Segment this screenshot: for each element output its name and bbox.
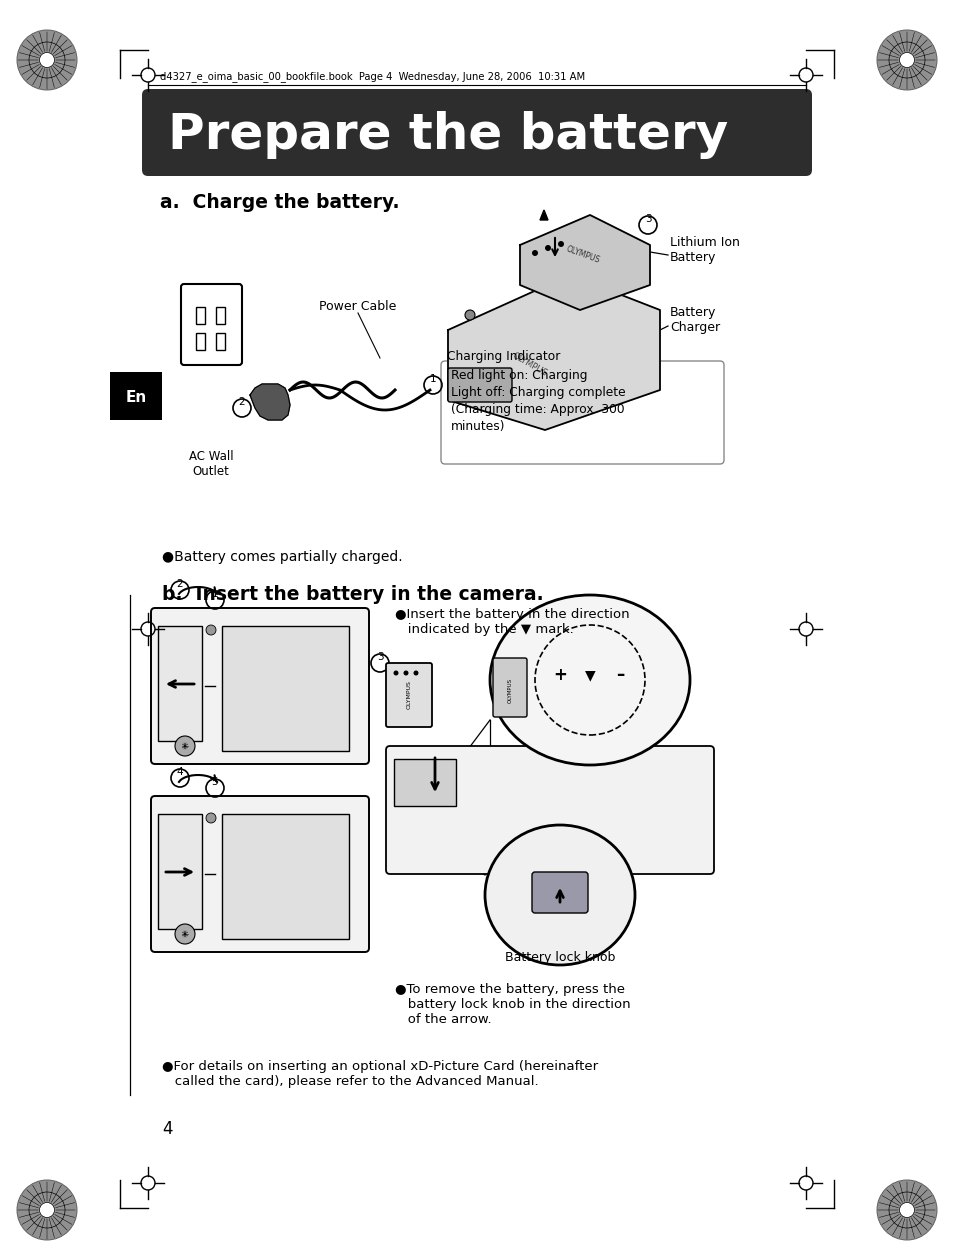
Text: 2: 2: [238, 398, 245, 408]
FancyBboxPatch shape: [158, 814, 202, 928]
Circle shape: [899, 1203, 914, 1218]
Text: 4: 4: [162, 1120, 172, 1138]
Circle shape: [464, 309, 475, 320]
Polygon shape: [448, 276, 659, 430]
Text: 1: 1: [212, 589, 218, 599]
FancyBboxPatch shape: [386, 746, 713, 874]
Circle shape: [403, 671, 408, 676]
Text: ●Insert the battery in the direction
   indicated by the ▼ mark.: ●Insert the battery in the direction ind…: [395, 608, 629, 637]
FancyBboxPatch shape: [215, 333, 225, 350]
Circle shape: [532, 250, 537, 255]
Circle shape: [39, 1203, 54, 1218]
FancyBboxPatch shape: [215, 307, 225, 325]
Text: 3: 3: [376, 652, 383, 662]
FancyBboxPatch shape: [195, 307, 205, 325]
FancyBboxPatch shape: [151, 608, 369, 764]
Text: 1: 1: [429, 374, 436, 384]
FancyBboxPatch shape: [532, 872, 587, 913]
Circle shape: [17, 30, 77, 91]
Text: ▼: ▼: [584, 668, 595, 682]
Text: Battery lock knob: Battery lock knob: [504, 951, 615, 964]
FancyBboxPatch shape: [110, 372, 162, 420]
Circle shape: [876, 30, 936, 91]
Text: OLYMPUS: OLYMPUS: [564, 245, 600, 265]
Circle shape: [174, 736, 194, 756]
Polygon shape: [519, 215, 649, 309]
Ellipse shape: [490, 595, 689, 765]
FancyBboxPatch shape: [440, 361, 723, 464]
Text: ●Battery comes partially charged.: ●Battery comes partially charged.: [162, 550, 402, 564]
Text: d4327_e_oima_basic_00_bookfile.book  Page 4  Wednesday, June 28, 2006  10:31 AM: d4327_e_oima_basic_00_bookfile.book Page…: [160, 72, 584, 83]
Text: Power Cable: Power Cable: [319, 301, 396, 313]
Text: Red light on: Charging
Light off: Charging complete
(Charging time: Approx. 300
: Red light on: Charging Light off: Chargi…: [451, 369, 625, 433]
Text: OLYMPUS: OLYMPUS: [406, 681, 411, 710]
FancyBboxPatch shape: [181, 284, 242, 365]
Circle shape: [558, 242, 563, 247]
FancyBboxPatch shape: [394, 759, 456, 806]
Circle shape: [413, 671, 418, 676]
Text: OLYMPUS: OLYMPUS: [511, 351, 549, 379]
Text: a.  Charge the battery.: a. Charge the battery.: [160, 192, 399, 213]
Polygon shape: [250, 384, 290, 420]
FancyBboxPatch shape: [158, 626, 202, 741]
Text: 4: 4: [176, 767, 183, 777]
Text: ●To remove the battery, press the
   battery lock knob in the direction
   of th: ●To remove the battery, press the batter…: [395, 982, 630, 1027]
Text: b.  Insert the battery in the camera.: b. Insert the battery in the camera.: [162, 585, 543, 604]
Text: Lithium Ion
Battery: Lithium Ion Battery: [669, 237, 740, 264]
Circle shape: [393, 671, 398, 676]
Text: 5: 5: [212, 777, 218, 788]
Circle shape: [544, 245, 551, 252]
Circle shape: [39, 53, 54, 68]
Text: AC Wall
Outlet: AC Wall Outlet: [189, 450, 233, 478]
FancyBboxPatch shape: [222, 814, 349, 938]
Text: 2: 2: [176, 579, 183, 589]
Circle shape: [206, 625, 215, 635]
Polygon shape: [539, 210, 547, 220]
FancyBboxPatch shape: [222, 626, 349, 751]
Text: Battery
Charger: Battery Charger: [669, 306, 720, 335]
Text: En: En: [125, 390, 147, 405]
Ellipse shape: [484, 825, 635, 965]
Text: ●For details on inserting an optional xD-Picture Card (hereinafter
   called the: ●For details on inserting an optional xD…: [162, 1060, 598, 1088]
Text: Charging Indicator: Charging Indicator: [447, 350, 559, 364]
FancyBboxPatch shape: [493, 658, 526, 717]
FancyBboxPatch shape: [142, 89, 811, 176]
Circle shape: [899, 53, 914, 68]
Text: 3: 3: [644, 214, 651, 224]
Text: +: +: [553, 665, 566, 684]
Circle shape: [206, 813, 215, 823]
Circle shape: [17, 1180, 77, 1240]
Text: Prepare the battery: Prepare the battery: [168, 111, 727, 159]
Circle shape: [174, 923, 194, 944]
Circle shape: [876, 1180, 936, 1240]
FancyBboxPatch shape: [151, 796, 369, 952]
Text: –: –: [616, 665, 623, 684]
FancyBboxPatch shape: [195, 333, 205, 350]
FancyBboxPatch shape: [448, 369, 512, 403]
FancyBboxPatch shape: [386, 663, 432, 727]
Text: OLYMPUS: OLYMPUS: [507, 678, 512, 702]
